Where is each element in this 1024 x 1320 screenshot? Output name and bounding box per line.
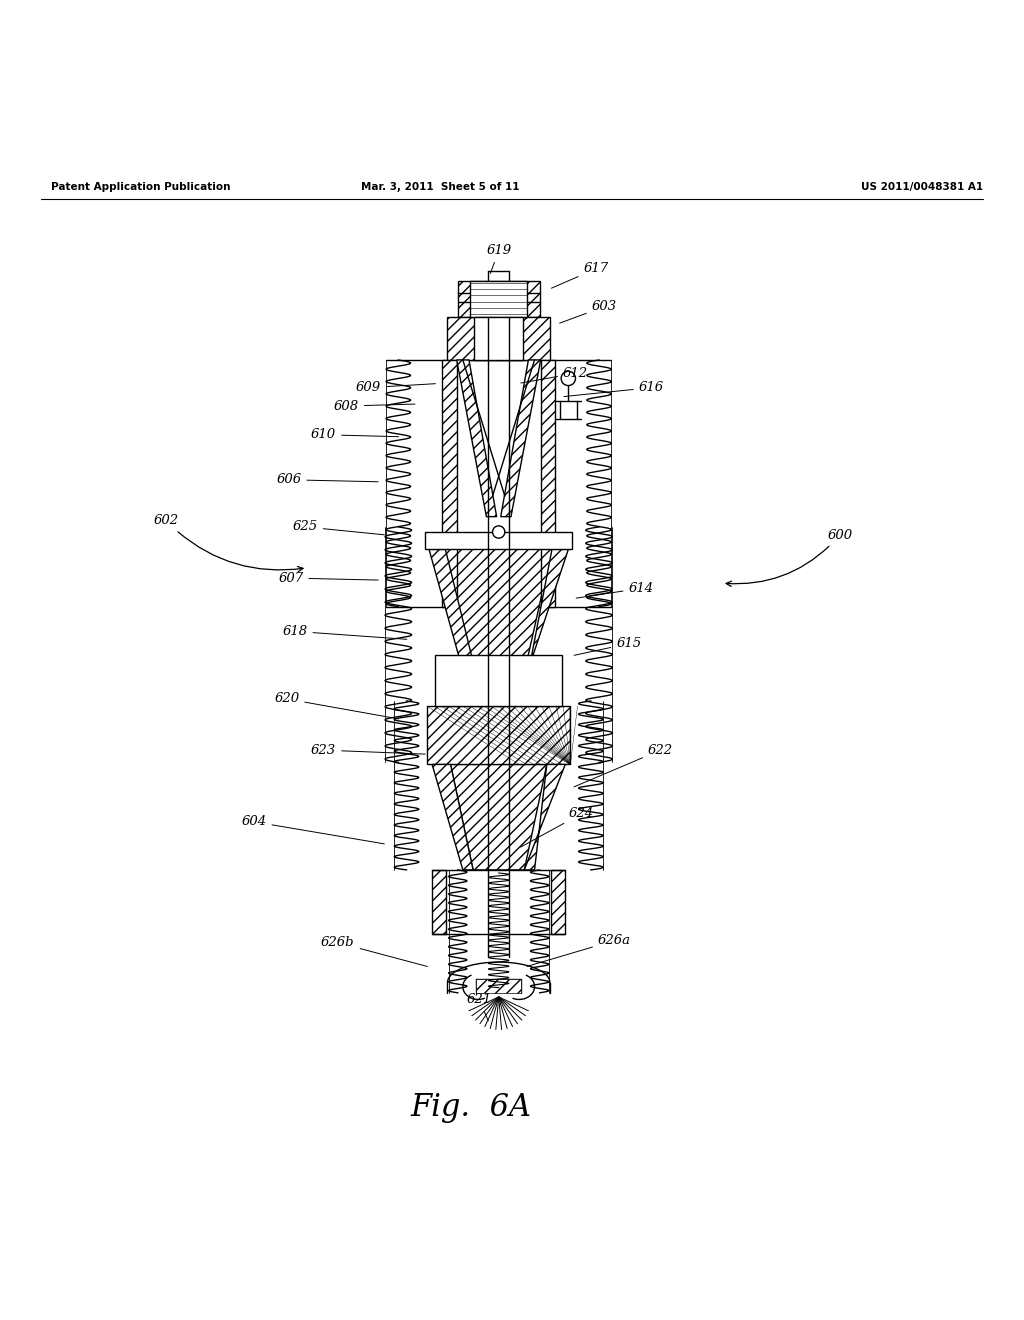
Polygon shape bbox=[470, 281, 527, 317]
Text: 603: 603 bbox=[560, 300, 616, 323]
Text: 626a: 626a bbox=[527, 935, 631, 966]
Polygon shape bbox=[474, 317, 523, 360]
Text: 621: 621 bbox=[467, 994, 492, 1020]
Circle shape bbox=[493, 525, 505, 539]
Text: 620: 620 bbox=[274, 693, 398, 719]
Polygon shape bbox=[432, 870, 446, 935]
Text: 617: 617 bbox=[551, 263, 608, 288]
Polygon shape bbox=[427, 706, 570, 764]
Text: 616: 616 bbox=[564, 381, 664, 396]
Polygon shape bbox=[506, 549, 568, 737]
Polygon shape bbox=[447, 317, 550, 360]
Text: 609: 609 bbox=[356, 381, 435, 395]
Text: Fig.  6A: Fig. 6A bbox=[411, 1092, 531, 1123]
Polygon shape bbox=[476, 979, 521, 993]
Text: 612: 612 bbox=[521, 367, 588, 383]
Text: 615: 615 bbox=[574, 638, 641, 655]
Polygon shape bbox=[451, 764, 547, 870]
Text: 619: 619 bbox=[486, 244, 511, 273]
Polygon shape bbox=[551, 870, 565, 935]
Text: 623: 623 bbox=[311, 743, 425, 756]
Text: 618: 618 bbox=[283, 624, 407, 639]
Text: Mar. 3, 2011  Sheet 5 of 11: Mar. 3, 2011 Sheet 5 of 11 bbox=[361, 182, 519, 191]
Text: 606: 606 bbox=[276, 474, 378, 486]
Circle shape bbox=[561, 371, 575, 385]
Polygon shape bbox=[457, 360, 497, 516]
Text: 625: 625 bbox=[293, 520, 384, 535]
Text: 607: 607 bbox=[279, 572, 378, 585]
Polygon shape bbox=[429, 549, 492, 737]
Text: 624: 624 bbox=[520, 807, 594, 847]
Polygon shape bbox=[541, 360, 555, 607]
Polygon shape bbox=[458, 281, 540, 317]
Polygon shape bbox=[425, 532, 572, 549]
Text: 600: 600 bbox=[726, 528, 852, 586]
Polygon shape bbox=[501, 360, 541, 516]
Text: Patent Application Publication: Patent Application Publication bbox=[51, 182, 230, 191]
Polygon shape bbox=[524, 764, 565, 870]
Text: 602: 602 bbox=[154, 515, 303, 572]
Text: 610: 610 bbox=[311, 428, 398, 441]
Text: US 2011/0048381 A1: US 2011/0048381 A1 bbox=[861, 182, 983, 191]
Text: 604: 604 bbox=[242, 816, 384, 843]
Text: 626b: 626b bbox=[322, 936, 427, 966]
Polygon shape bbox=[435, 655, 562, 706]
Polygon shape bbox=[432, 764, 473, 870]
Text: 608: 608 bbox=[334, 400, 415, 413]
Polygon shape bbox=[442, 360, 457, 607]
Text: 614: 614 bbox=[577, 582, 653, 598]
Text: 622: 622 bbox=[573, 743, 673, 787]
Polygon shape bbox=[445, 544, 552, 747]
